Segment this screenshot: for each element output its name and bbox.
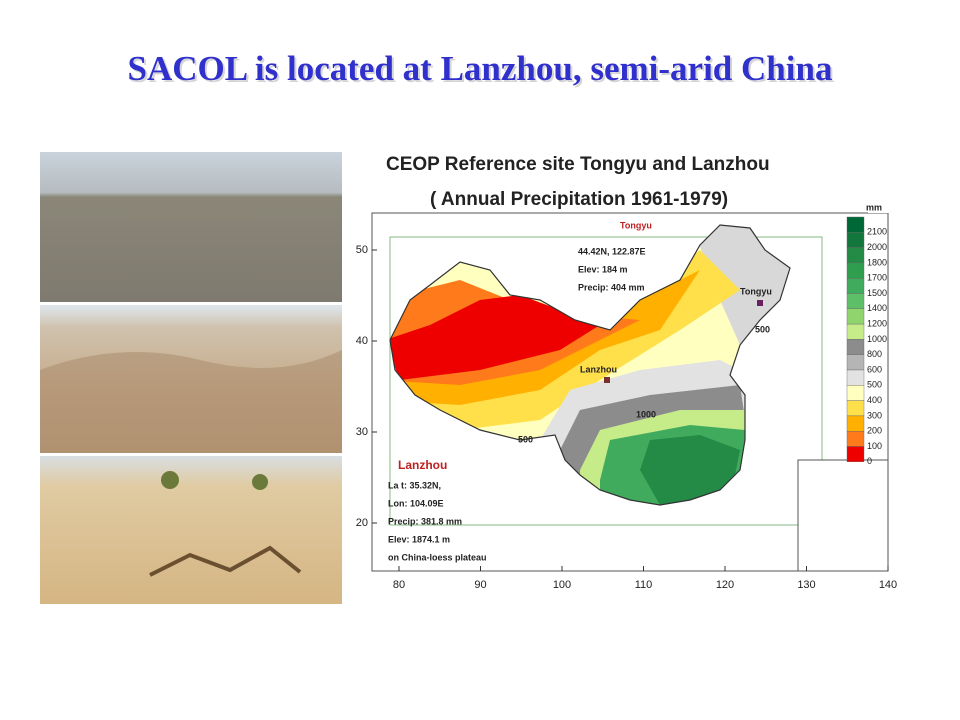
legend-label: 600 [867, 364, 882, 374]
y-tick-label: 30 [356, 426, 368, 438]
x-tick-label: 110 [635, 579, 653, 591]
field [390, 295, 600, 380]
y-tick-label: 20 [356, 517, 368, 529]
tree [161, 471, 179, 489]
china-outline [389, 224, 791, 506]
legend-label: 1000 [867, 334, 887, 344]
lanzhou-box-line: Elev: 1874.1 m [388, 534, 450, 544]
x-tick-label: 130 [797, 579, 815, 591]
x-tick-label: 120 [716, 579, 734, 591]
legend-label: 100 [867, 441, 882, 451]
x-tick-label: 90 [474, 579, 486, 591]
lanzhou-box-line: Precip: 381.8 mm [388, 516, 462, 526]
slide-title: SACOL is located at Lanzhou, semi-arid C… [128, 49, 833, 88]
legend-unit: mm [866, 202, 882, 212]
tongyu-marker [757, 300, 763, 306]
photo-gobi [40, 152, 342, 302]
site-label: Lanzhou [580, 364, 617, 374]
lanzhou-marker [604, 377, 610, 383]
precip-map: CEOP Reference site Tongyu and Lanzhou (… [345, 145, 920, 605]
plot-frame [371, 212, 889, 572]
legend-label: 1700 [867, 273, 887, 283]
tree [252, 474, 268, 490]
legend-swatch [846, 278, 865, 294]
legend-swatch [846, 369, 865, 386]
legend-label: 1400 [867, 303, 887, 313]
lanzhou-box-line: on China-loess plateau [388, 552, 487, 562]
legend-unit-bg [868, 203, 890, 213]
legend-swatch [846, 385, 865, 401]
legend-swatch [846, 339, 865, 355]
legend-label: 800 [867, 349, 882, 359]
y-tick-label: 50 [356, 244, 368, 256]
legend-label: 200 [867, 426, 882, 436]
legend-swatch [846, 216, 865, 233]
domain-box [389, 236, 823, 526]
legend-swatch [846, 247, 865, 264]
y-tick-label: 40 [356, 335, 368, 347]
legend-swatch [846, 446, 865, 463]
legend-label: 1200 [867, 318, 887, 328]
lanzhou-box-title: Lanzhou [398, 458, 447, 472]
dead-wood [149, 545, 302, 577]
legend-label: 1800 [867, 257, 887, 267]
legend-label: 1500 [867, 288, 887, 298]
tongyu-box-line: Precip: 404 mm [578, 282, 645, 292]
legend-swatch [846, 262, 865, 279]
contour-label: 1000 [636, 409, 656, 419]
legend-swatch [846, 323, 865, 340]
legend-label: 2000 [867, 242, 887, 252]
legend-swatch [846, 232, 865, 248]
legend-label: 500 [867, 380, 882, 390]
dune-shade [40, 350, 342, 453]
legend-label: 400 [867, 395, 882, 405]
tongyu-box-line: 44.42N, 122.87E [578, 246, 646, 256]
contour-label: 500 [518, 434, 533, 444]
lanzhou-box-line: Lon: 104.09E [388, 498, 444, 508]
lanzhou-box-line: La t: 35.32N, [388, 480, 441, 490]
legend-swatch [846, 293, 865, 310]
legend-swatch [846, 400, 865, 417]
slide-title-shadow: SACOL is located at Lanzhou, semi-arid C… [130, 51, 835, 90]
legend-swatch [846, 415, 865, 432]
legend-swatch [846, 308, 865, 325]
photo-desert [40, 456, 342, 604]
map-title: CEOP Reference site Tongyu and Lanzhou [386, 154, 770, 175]
legend-swatch [846, 354, 865, 371]
x-tick-label: 140 [879, 579, 897, 591]
site-label: Tongyu [740, 286, 772, 296]
legend-label: 0 [867, 456, 872, 466]
tongyu-box-title: Tongyu [620, 220, 652, 230]
legend-swatch [846, 431, 865, 447]
x-tick-label: 80 [393, 579, 405, 591]
map-subtitle: ( Annual Precipitation 1961-1979) [430, 189, 728, 210]
legend-label: 2100 [867, 227, 887, 237]
tongyu-box-line: Elev: 184 m [578, 264, 628, 274]
inset-box [797, 459, 889, 572]
x-tick-label: 100 [553, 579, 571, 591]
contour-label: 500 [755, 324, 770, 334]
field [640, 435, 740, 505]
legend-label: 300 [867, 410, 882, 420]
